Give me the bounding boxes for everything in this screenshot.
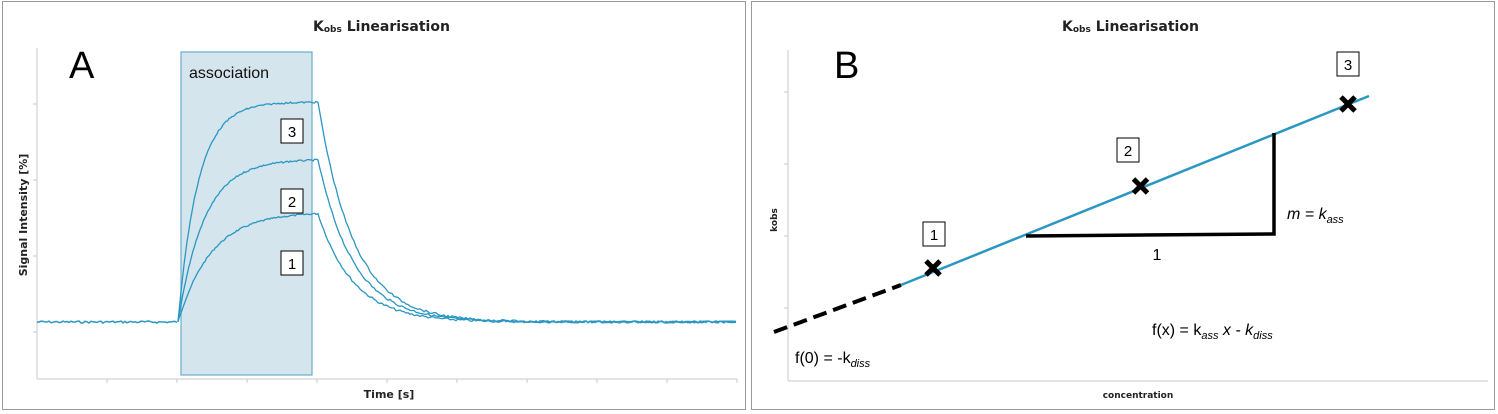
chart-b-title: Kobs Linearisation [1062, 19, 1199, 35]
data-point-2 [1131, 177, 1150, 195]
panel-a-letter: A [69, 45, 95, 87]
chart-b-ticks [784, 91, 788, 309]
slope-label: m = kass [1287, 206, 1344, 226]
point-1-box [922, 221, 946, 247]
chart-a-xlabel: Time [s] [364, 388, 415, 401]
chart-b-ylabel: kobs [770, 208, 780, 232]
curve-3-box [280, 118, 304, 144]
triangle-run-label: 1 [1153, 247, 1162, 264]
slope-triangle [1025, 133, 1276, 238]
chart-a-svg: Kobs Linearisation A association 3 2 1 T… [17, 19, 738, 401]
chart-b-svg: Kobs Linearisation B 1 m = kass 1 2 3 f(… [770, 19, 1488, 401]
panel-a: Kobs Linearisation A association 3 2 1 T… [2, 1, 746, 410]
data-point-3 [1339, 95, 1357, 113]
intercept-label: f(0) = -kdiss [795, 350, 871, 370]
chart-b-xlabel: concentration [1103, 391, 1174, 401]
curve-2-box [280, 188, 304, 214]
chart-a-curves [36, 100, 737, 325]
point-2-box [1116, 137, 1140, 163]
function-label: f(x) = kass x - kdiss [1152, 322, 1273, 342]
curve-2-label: 2 [288, 194, 296, 211]
point-1-label: 1 [930, 227, 938, 244]
point-3-box [1336, 51, 1360, 77]
association-label: association [189, 65, 269, 82]
point-3-label: 3 [1344, 57, 1352, 74]
chart-a-ylabel: Signal Intensity [%] [17, 154, 30, 277]
panel-b: Kobs Linearisation B 1 m = kass 1 2 3 f(… [751, 1, 1495, 410]
panel-b-letter: B [834, 45, 859, 87]
chart-a-title: Kobs Linearisation [313, 19, 450, 35]
curve-1-label: 1 [288, 256, 296, 273]
curve-1-box [280, 250, 304, 276]
point-2-label: 2 [1124, 143, 1132, 160]
chart-b-points [924, 95, 1357, 277]
baseline-trace [36, 320, 178, 325]
chart-a-ticks [33, 103, 738, 383]
data-point-1 [924, 259, 942, 277]
curve-3-label: 3 [288, 124, 296, 141]
extrapolation-dashed-line [773, 283, 902, 334]
curve-3 [177, 100, 737, 324]
